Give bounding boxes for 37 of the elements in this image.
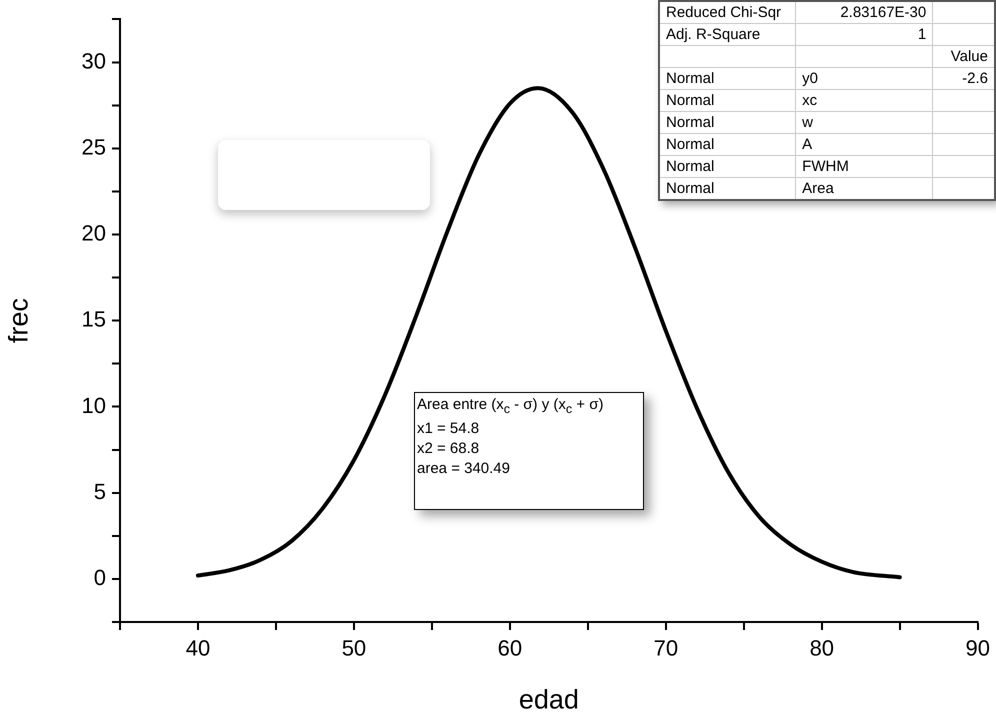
annotation: x1 = 54.8 xyxy=(417,419,480,439)
annotation: xc xyxy=(796,90,933,112)
x-tick-label: 40 xyxy=(186,635,210,660)
y-tick-label: 5 xyxy=(94,478,106,504)
annotation: Reduced Chi-Sqr xyxy=(659,1,796,24)
y-tick-label: 15 xyxy=(82,306,106,332)
y-tick-label: 25 xyxy=(82,134,106,160)
x-axis-title: edad xyxy=(518,684,579,714)
annotation: Normal xyxy=(659,134,796,156)
annotation: Area xyxy=(796,178,933,200)
annotation: Area entre (x$_{c}$ - σ) y (x$_{c}$ + σ) xyxy=(417,395,604,418)
y-tick-label: 0 xyxy=(94,565,106,590)
annotation: A xyxy=(796,134,933,156)
x-tick-label: 50 xyxy=(342,635,366,660)
annotation: y0 xyxy=(796,68,933,90)
x-tick-label: 60 xyxy=(498,635,522,660)
x-tick-label: 80 xyxy=(810,635,834,660)
annotation: -2.6 xyxy=(932,68,995,90)
annotation: Normal xyxy=(659,178,796,200)
annotation: 2.83167E-30 xyxy=(796,1,933,24)
x-tick-label: 70 xyxy=(654,635,678,660)
y-tick-label: 20 xyxy=(82,220,106,246)
annotation: Value xyxy=(932,46,995,68)
y-tick-label: 10 xyxy=(82,392,106,418)
annotation: 1 xyxy=(796,24,933,46)
y-tick-label: 30 xyxy=(82,48,106,74)
annotation: Normal xyxy=(659,90,796,112)
annotation: Adj. R-Square xyxy=(659,24,796,46)
annotation: Normal xyxy=(659,68,796,90)
annotation: area = 340.49 xyxy=(417,459,511,479)
annotation: w xyxy=(796,112,933,134)
annotation: Normal xyxy=(659,112,796,134)
y-axis-title: frec xyxy=(4,298,34,344)
annotation: x2 = 68.8 xyxy=(417,439,480,459)
annotation: Normal xyxy=(659,156,796,178)
annotation: FWHM xyxy=(796,156,933,178)
x-tick-label: 90 xyxy=(966,635,990,660)
